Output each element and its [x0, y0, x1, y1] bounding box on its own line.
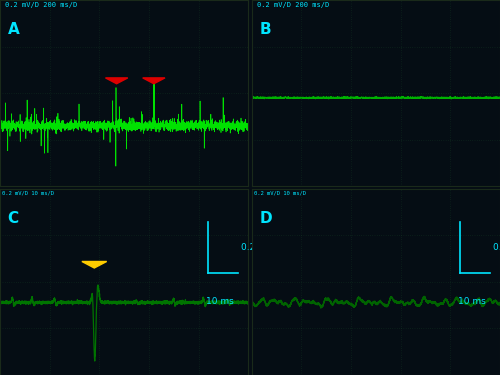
Text: D: D [260, 211, 272, 226]
Text: 0.2 mv: 0.2 mv [240, 243, 272, 252]
Text: B: B [260, 22, 271, 38]
Polygon shape [82, 261, 106, 268]
Text: 0.2 mV/D 200 ms/D: 0.2 mV/D 200 ms/D [257, 2, 329, 8]
Text: 0.2 mV/D 200 ms/D: 0.2 mV/D 200 ms/D [5, 2, 77, 8]
Text: A: A [8, 22, 19, 38]
Polygon shape [142, 78, 165, 84]
Text: 10 ms: 10 ms [458, 297, 485, 306]
Polygon shape [106, 78, 128, 84]
Text: 0.2 mv: 0.2 mv [492, 243, 500, 252]
Text: 0.2 mV/D 10 ms/D: 0.2 mV/D 10 ms/D [254, 191, 306, 196]
Text: 10 ms: 10 ms [206, 297, 234, 306]
Text: C: C [8, 211, 18, 226]
Text: 0.2 mV/D 10 ms/D: 0.2 mV/D 10 ms/D [2, 191, 54, 196]
